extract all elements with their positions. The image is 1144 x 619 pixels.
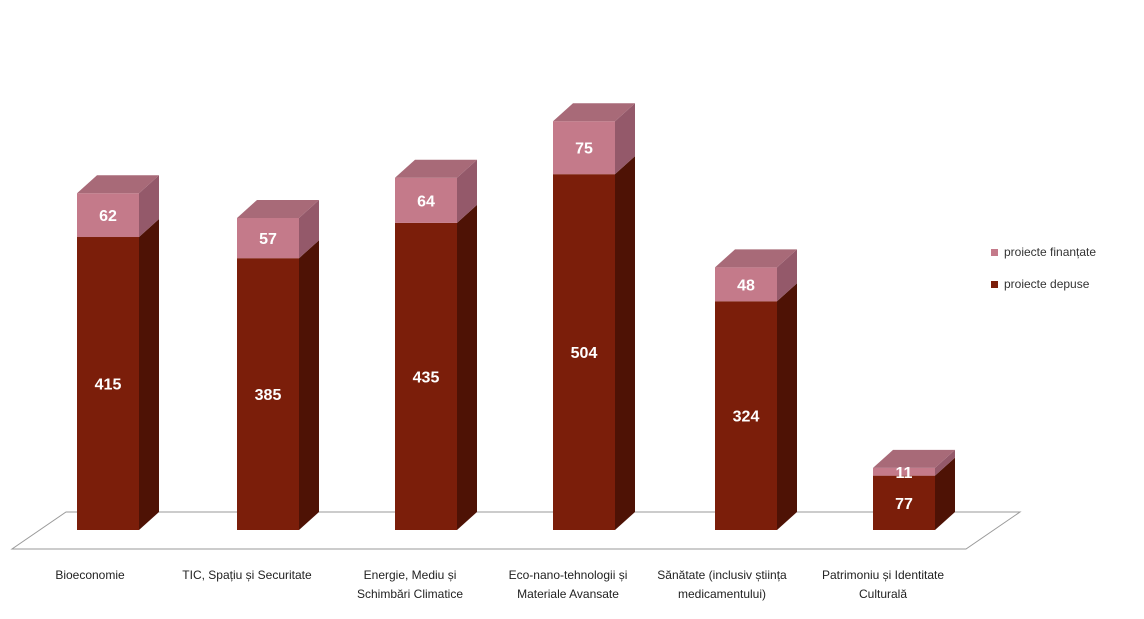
bar-side-depuse-4 (777, 283, 797, 530)
bar-side-depuse-1 (299, 240, 319, 530)
legend-item-finantate: proiecte finanțate (991, 243, 1096, 261)
bar-finantate-1 (237, 217, 299, 259)
bar-depuse-1 (237, 258, 299, 530)
bar-finantate-2 (395, 177, 457, 223)
data-label-finantate-0: 62 (99, 208, 117, 225)
x-tick-label-5: Patrimoniu și Identitate Culturală (821, 568, 945, 601)
legend-label-depuse: proiecte depuse (1004, 277, 1090, 291)
legend-item-depuse: proiecte depuse (991, 275, 1096, 293)
x-tick-label-3: Eco-nano-tehnologii și Materiale Avansat… (508, 568, 628, 601)
data-label-finantate-4: 48 (737, 277, 755, 294)
chart-floor (10, 511, 1022, 550)
bar-side-depuse-3 (615, 156, 635, 530)
bar-depuse-4 (715, 301, 777, 530)
x-tick-label-0: Bioeconomie (55, 568, 125, 582)
bar-finantate-3 (553, 121, 615, 175)
bar-side-finantate-0 (139, 175, 159, 238)
bar-top-1 (237, 199, 319, 218)
data-label-depuse-2: 435 (413, 369, 440, 386)
bar-top-2 (395, 159, 477, 178)
data-label-finantate-2: 64 (417, 193, 435, 210)
bars-group: 415 62 385 57 435 64 504 75 324 48 77 11 (77, 103, 955, 530)
bar-side-finantate-4 (777, 249, 797, 302)
bar-top-0 (77, 175, 159, 194)
data-label-finantate-3: 75 (575, 141, 593, 158)
bar-depuse-3 (553, 174, 615, 530)
bar-side-depuse-0 (139, 219, 159, 530)
legend-swatch-finantate (991, 248, 998, 256)
bar-finantate-5 (873, 467, 935, 476)
legend-label-finantate: proiecte finanțate (1004, 245, 1097, 259)
bar-top-5 (873, 449, 955, 468)
x-tick-label-4: Sănătate (inclusiv știința medicamentulu… (657, 568, 787, 601)
bar-finantate-4 (715, 267, 777, 302)
bar-side-depuse-5 (935, 457, 955, 530)
x-tick-label-1: TIC, Spațiu și Securitate (182, 568, 312, 582)
data-label-depuse-3: 504 (571, 345, 598, 362)
legend-swatch-depuse (991, 280, 998, 288)
bar-depuse-5 (873, 475, 935, 530)
data-label-depuse-5: 77 (895, 496, 913, 513)
bar-side-finantate-3 (615, 103, 635, 175)
data-label-finantate-1: 57 (259, 231, 277, 248)
bar-side-finantate-2 (457, 159, 477, 223)
bar-depuse-2 (395, 222, 457, 530)
bar-finantate-0 (77, 193, 139, 238)
x-tick-label-2: Energie, Mediu și Schimbări Climatice (356, 568, 464, 601)
bar-side-finantate-5 (935, 449, 955, 476)
bar-depuse-0 (77, 237, 139, 530)
bar-side-depuse-2 (457, 204, 477, 530)
bar-side-finantate-1 (299, 199, 319, 259)
bar-top-4 (715, 249, 797, 268)
data-label-depuse-1: 385 (255, 387, 282, 404)
legend: proiecte finanțate proiecte depuse (991, 243, 1096, 307)
bar-top-3 (553, 103, 635, 122)
data-label-finantate-5: 11 (896, 465, 913, 482)
data-label-depuse-0: 415 (95, 377, 122, 394)
data-label-depuse-4: 324 (733, 409, 760, 426)
